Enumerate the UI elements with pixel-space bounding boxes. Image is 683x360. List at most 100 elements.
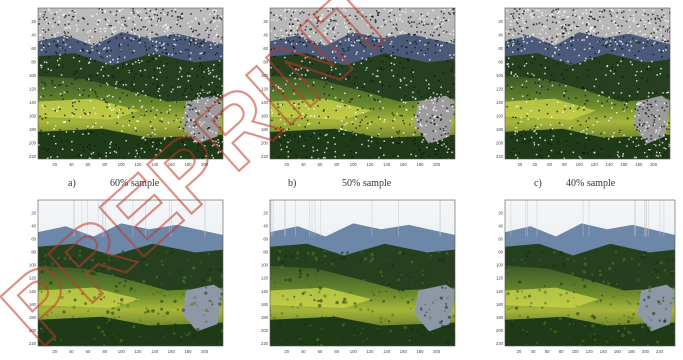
- caption-a: a) 60% sample: [68, 178, 218, 192]
- x-tick-label: 100: [350, 349, 358, 354]
- image-frame: [269, 7, 456, 160]
- y-tick-label: 160: [29, 113, 37, 118]
- y-tick-label: 140: [29, 289, 37, 294]
- y-tick-label: 120: [29, 86, 37, 91]
- sunlit-field: [38, 287, 140, 309]
- y-tick-label: 60: [31, 237, 36, 242]
- y-tick-label: 180: [29, 315, 37, 320]
- y-tick-label: 100: [496, 263, 504, 268]
- x-tick-label: 40: [531, 349, 536, 354]
- y-tick-label: 100: [496, 73, 504, 78]
- panel-f-restored-image: 20 40 60 80 100 120 140 160 180 200 220 20 40 60 80 100…: [496, 199, 676, 354]
- foreground-forest: [270, 316, 455, 346]
- y-tick-label: 160: [496, 113, 504, 118]
- x-tick-label: 140: [600, 349, 608, 354]
- panel-d-restored: 20 40 60 80 100 120 140 160 180 200 220 20 40 60 80 100…: [29, 199, 225, 360]
- sunlit-field: [270, 98, 372, 120]
- x-tick-label: 160: [168, 162, 176, 167]
- x-tick-label: 20: [284, 349, 289, 354]
- x-tick-label: 40: [69, 349, 74, 354]
- panel-b-noisy-image: 20 40 60 80 100 120 140 160 180 200 220 20 40 60 80 100…: [261, 7, 456, 167]
- caption-b: b) 50% sample: [288, 178, 438, 192]
- lake: [414, 284, 455, 332]
- x-tick-label: 60: [318, 349, 323, 354]
- x-tick-label: 180: [185, 349, 193, 354]
- x-tick-label: 180: [185, 162, 193, 167]
- y-tick-label: 20: [263, 211, 268, 216]
- panel-f-restored: 20 40 60 80 100 120 140 160 180 200 220 20 40 60 80 100…: [496, 199, 677, 360]
- x-tick-label: 160: [400, 162, 408, 167]
- y-tick-label: 80: [263, 250, 268, 255]
- y-tick-label: 220: [496, 341, 504, 346]
- x-tick-label: 60: [86, 349, 91, 354]
- landscape-image: [38, 200, 223, 346]
- y-tick-label: 40: [31, 224, 36, 229]
- y-tick-label: 100: [261, 73, 269, 78]
- landscape-image: [505, 8, 670, 159]
- y-tick-label: 40: [263, 224, 268, 229]
- image-frame: [504, 199, 676, 347]
- y-tick-label: 160: [496, 302, 504, 307]
- caption-c: c) 40% sample: [534, 178, 674, 192]
- panel-a-noisy-image: 20 40 60 80 100 120 140 160 180 200 220 20 40 60 80 100…: [29, 7, 224, 167]
- x-tick-label: 60: [318, 162, 323, 167]
- x-tick-label: 180: [635, 162, 643, 167]
- x-tick-label: 100: [572, 349, 580, 354]
- x-tick-label: 40: [69, 162, 74, 167]
- y-tick-label: 180: [261, 315, 269, 320]
- x-tick-label: 100: [118, 162, 126, 167]
- y-tick-label: 20: [263, 19, 268, 24]
- y-tick-label: 60: [31, 46, 36, 51]
- x-tick-label: 120: [135, 349, 143, 354]
- x-tick-label: 200: [201, 349, 209, 354]
- y-tick-label: 180: [496, 315, 504, 320]
- y-tick-label: 180: [29, 127, 37, 132]
- y-tick-label: 220: [29, 341, 37, 346]
- y-tick-label: 140: [29, 100, 37, 105]
- image-frame: [269, 199, 456, 347]
- x-tick-label: 40: [301, 349, 306, 354]
- y-tick-label: 140: [261, 100, 269, 105]
- y-tick-label: 20: [498, 19, 503, 24]
- x-tick-label: 120: [367, 162, 375, 167]
- y-tick-label: 120: [261, 86, 269, 91]
- x-tick-label: 160: [168, 349, 176, 354]
- y-tick-label: 140: [496, 100, 504, 105]
- y-tick-label: 120: [496, 86, 504, 91]
- foreground-forest: [505, 128, 670, 159]
- image-frame: [37, 199, 224, 347]
- y-tick-label: 80: [263, 59, 268, 64]
- landscape-image: [505, 200, 675, 346]
- image-frame: [37, 7, 224, 160]
- landscape-image: [270, 200, 455, 346]
- x-tick-label: 120: [367, 349, 375, 354]
- x-tick-label: 100: [350, 162, 358, 167]
- y-tick-label: 200: [261, 328, 269, 333]
- caption-a-letter: a): [68, 178, 76, 189]
- y-tick-label: 200: [261, 140, 269, 145]
- panel-e-restored-image: 20 40 60 80 100 120 140 160 180 200 220 20 40 60 80 100…: [261, 199, 456, 354]
- caption-b-label: 50% sample: [342, 178, 392, 189]
- x-tick-label: 160: [400, 349, 408, 354]
- x-tick-label: 120: [135, 162, 143, 167]
- x-tick-label: 20: [517, 349, 522, 354]
- y-tick-label: 100: [29, 73, 37, 78]
- x-tick-label: 180: [417, 349, 425, 354]
- y-tick-label: 80: [498, 59, 503, 64]
- y-tick-label: 40: [498, 224, 503, 229]
- y-tick-label: 80: [31, 59, 36, 64]
- x-tick-label: 140: [151, 349, 159, 354]
- panel-a-noisy: 20 40 60 80 100 120 140 160 180 200 220 20 40 60 80 100…: [29, 7, 225, 173]
- x-tick-label: 80: [102, 349, 107, 354]
- x-tick-label: 80: [334, 162, 339, 167]
- x-tick-label: 80: [334, 349, 339, 354]
- y-tick-label: 160: [261, 302, 269, 307]
- caption-c-label: 40% sample: [566, 178, 616, 189]
- y-tick-label: 220: [496, 154, 504, 159]
- x-tick-label: 80: [559, 349, 564, 354]
- x-tick-label: 200: [642, 349, 650, 354]
- x-tick-label: 60: [545, 349, 550, 354]
- x-tick-label: 140: [606, 162, 614, 167]
- y-tick-label: 200: [496, 328, 504, 333]
- x-tick-label: 180: [628, 349, 636, 354]
